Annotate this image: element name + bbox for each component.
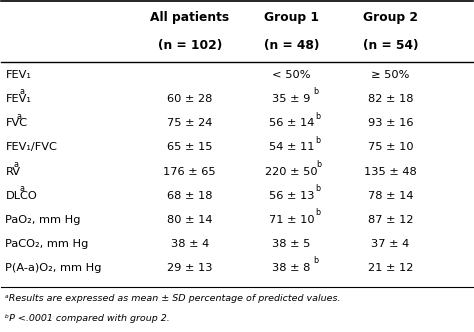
Text: b: b [313,256,319,265]
Text: 38 ± 4: 38 ± 4 [171,239,209,249]
Text: b: b [315,184,320,193]
Text: P(A-a)O₂, mm Hg: P(A-a)O₂, mm Hg [5,263,102,273]
Text: b: b [315,112,320,121]
Text: 21 ± 12: 21 ± 12 [368,263,413,273]
Text: 56 ± 14: 56 ± 14 [269,118,314,128]
Text: ≥ 50%: ≥ 50% [372,70,410,80]
Text: b: b [313,87,319,96]
Text: (n = 102): (n = 102) [158,39,222,52]
Text: All patients: All patients [150,11,229,24]
Text: 37 ± 4: 37 ± 4 [372,239,410,249]
Text: b: b [315,136,320,145]
Text: 65 ± 15: 65 ± 15 [167,142,212,152]
Text: 56 ± 13: 56 ± 13 [269,191,314,201]
Text: 71 ± 10: 71 ± 10 [269,215,314,225]
Text: 75 ± 10: 75 ± 10 [368,142,413,152]
Text: 87 ± 12: 87 ± 12 [368,215,413,225]
Text: PaO₂, mm Hg: PaO₂, mm Hg [5,215,81,225]
Text: a: a [17,112,22,121]
Text: 220 ± 50: 220 ± 50 [265,167,318,177]
Text: 29 ± 13: 29 ± 13 [167,263,212,273]
Text: 35 ± 9: 35 ± 9 [272,94,310,104]
Text: 93 ± 16: 93 ± 16 [368,118,413,128]
Text: ᵇP <.0001 compared with group 2.: ᵇP <.0001 compared with group 2. [5,314,170,323]
Text: 135 ± 48: 135 ± 48 [364,167,417,177]
Text: 60 ± 28: 60 ± 28 [167,94,212,104]
Text: Group 1: Group 1 [264,11,319,24]
Text: 82 ± 18: 82 ± 18 [368,94,413,104]
Text: 68 ± 18: 68 ± 18 [167,191,212,201]
Text: FEV₁: FEV₁ [5,94,31,104]
Text: PaCO₂, mm Hg: PaCO₂, mm Hg [5,239,89,249]
Text: 38 ± 8: 38 ± 8 [272,263,310,273]
Text: DLCO: DLCO [5,191,37,201]
Text: FEV₁/FVC: FEV₁/FVC [5,142,57,152]
Text: a: a [20,87,25,96]
Text: RV: RV [5,167,20,177]
Text: (n = 48): (n = 48) [264,39,319,52]
Text: 176 ± 65: 176 ± 65 [164,167,216,177]
Text: 78 ± 14: 78 ± 14 [368,191,413,201]
Text: 54 ± 11: 54 ± 11 [269,142,314,152]
Text: 38 ± 5: 38 ± 5 [272,239,310,249]
Text: a: a [14,160,18,169]
Text: Group 2: Group 2 [363,11,418,24]
Text: b: b [315,208,320,217]
Text: FEV₁: FEV₁ [5,70,31,80]
Text: 75 ± 24: 75 ± 24 [167,118,212,128]
Text: ᵃResults are expressed as mean ± SD percentage of predicted values.: ᵃResults are expressed as mean ± SD perc… [5,294,341,303]
Text: (n = 54): (n = 54) [363,39,419,52]
Text: 80 ± 14: 80 ± 14 [167,215,212,225]
Text: < 50%: < 50% [272,70,310,80]
Text: a: a [20,184,25,193]
Text: FVC: FVC [5,118,27,128]
Text: b: b [317,160,322,169]
